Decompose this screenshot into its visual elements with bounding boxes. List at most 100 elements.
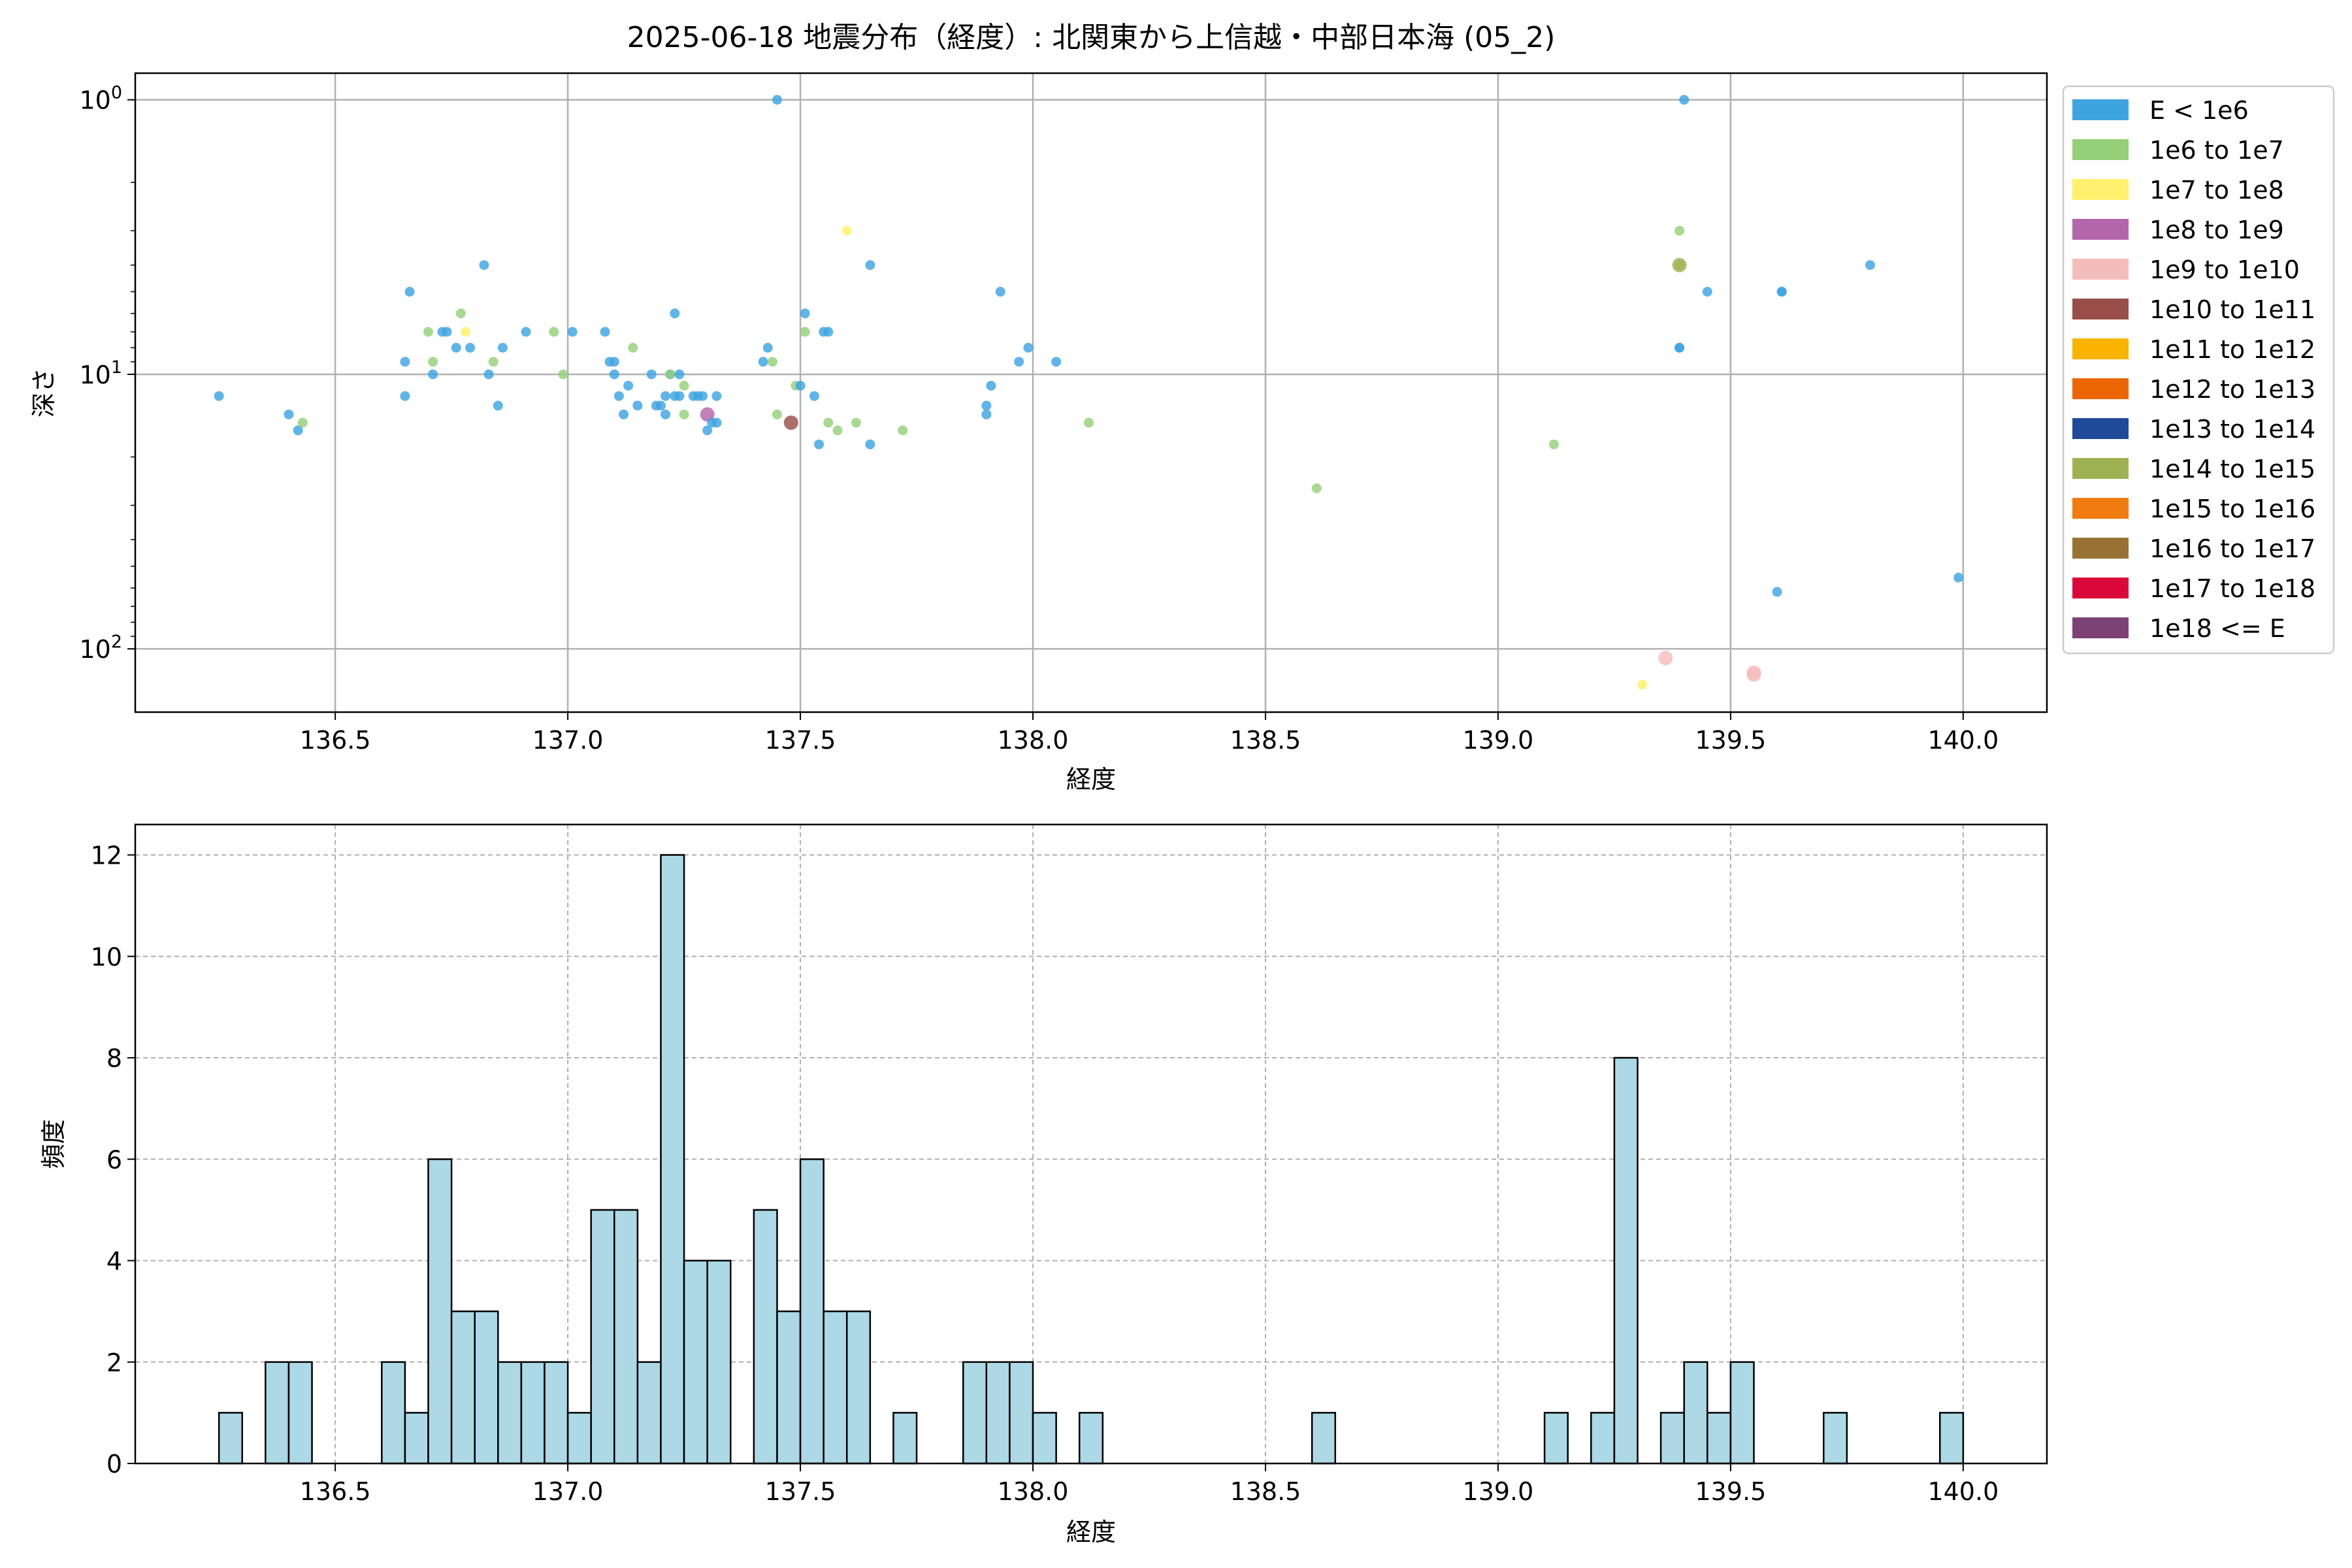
legend-label: 1e8 to 1e9: [2149, 216, 2284, 244]
legend-swatch: [2072, 578, 2129, 598]
scatter-point: [783, 415, 798, 430]
scatter-point: [400, 391, 410, 401]
histogram-bar: [683, 1260, 708, 1465]
legend-swatch: [2072, 378, 2129, 399]
scatter-frame: [134, 72, 2048, 713]
scatter-point: [841, 225, 852, 236]
legend-swatch: [2072, 418, 2129, 439]
scatter-point: [661, 409, 671, 419]
x-tick-label: 139.0: [1463, 1477, 1534, 1506]
histogram-bar: [753, 1209, 778, 1465]
histogram-bar: [427, 1158, 453, 1465]
scatter-point: [1311, 483, 1322, 493]
scatter-point: [670, 308, 680, 319]
scatter-point: [814, 439, 825, 449]
histogram-bar: [1590, 1412, 1616, 1465]
scatter-point: [795, 380, 806, 391]
scatter-point: [832, 425, 843, 436]
scatter-point: [865, 439, 875, 449]
legend-frame: [2062, 85, 2335, 655]
histogram-bar: [845, 1310, 872, 1465]
scatter-plot: 136.5 137.0 137.5 138.0 138.5 139.0 139.5 140.0…: [29, 72, 2048, 794]
x-tick-label: 138.5: [1230, 1477, 1301, 1506]
scatter-point: [558, 369, 568, 380]
legend-label: 1e10 to 1e11: [2149, 295, 2315, 324]
scatter-point: [1679, 95, 1690, 105]
scatter-point: [711, 391, 722, 401]
histogram-bar: [1823, 1412, 1848, 1465]
y-tick-label: 12: [91, 841, 122, 870]
scatter-point: [284, 409, 294, 419]
x-tick-label: 139.0: [1463, 726, 1534, 755]
scatter-point: [809, 391, 819, 401]
histogram-ticks: 136.5 137.0 137.5 138.0 138.5 139.0 139.5 140.0…: [91, 841, 1999, 1506]
scatter-point: [1702, 286, 1712, 297]
histogram-bar: [566, 1412, 592, 1465]
scatter-point: [428, 369, 438, 380]
histogram-bar: [962, 1361, 988, 1465]
y-tick-label: 10: [91, 943, 122, 972]
scatter-point: [455, 308, 466, 319]
histogram-bar: [474, 1310, 499, 1465]
x-tick-label: 138.0: [998, 726, 1069, 755]
x-tick-label: 136.5: [300, 1477, 371, 1506]
scatter-point: [674, 369, 685, 380]
histogram-bar: [892, 1412, 918, 1465]
scatter-point: [767, 357, 777, 367]
scatter-point: [800, 308, 810, 319]
histogram-plot: 136.5 137.0 137.5 138.0 138.5 139.0 139.5 140.0…: [39, 823, 2048, 1546]
scatter-point: [661, 391, 671, 401]
histogram-bar: [1078, 1412, 1104, 1465]
legend-swatch: [2072, 219, 2129, 240]
histogram-y-label: 頻度: [39, 1119, 68, 1169]
scatter-point: [698, 391, 708, 401]
legend-label: 1e15 to 1e16: [2149, 495, 2315, 523]
histogram-bar: [1613, 1056, 1639, 1465]
scatter-point: [1051, 357, 1062, 367]
y-tick-label: 102: [79, 632, 122, 664]
scatter-point: [609, 357, 619, 367]
y-tick-label: 100: [79, 83, 122, 115]
scatter-point: [674, 391, 685, 401]
legend-label: 1e16 to 1e17: [2149, 534, 2315, 563]
scatter-point: [479, 260, 489, 270]
scatter-point: [567, 327, 578, 337]
scatter-point: [995, 286, 1005, 297]
scatter-point: [613, 391, 624, 401]
scatter-point: [400, 357, 410, 367]
histogram-bar: [287, 1361, 313, 1465]
scatter-point: [772, 95, 782, 105]
histogram-frame: [134, 823, 2048, 1465]
chart-title: 2025-06-18 地震分布（経度）: 北関東から上信越・中部日本海 (05_…: [627, 21, 1556, 54]
scatter-point: [800, 327, 810, 337]
histogram-bar: [799, 1158, 825, 1465]
x-tick-label: 137.5: [765, 726, 836, 755]
scatter-point: [679, 380, 689, 391]
scatter-point: [1776, 286, 1787, 297]
y-tick-label: 2: [106, 1348, 122, 1377]
histogram-bar: [660, 854, 685, 1465]
legend-label: 1e14 to 1e15: [2149, 455, 2315, 483]
scatter-point: [823, 327, 834, 337]
legend-label: 1e9 to 1e10: [2149, 255, 2300, 284]
histogram-bar: [1009, 1361, 1034, 1465]
legend-swatch: [2072, 458, 2129, 479]
scatter-point: [1672, 257, 1687, 272]
scatter-point: [549, 327, 559, 337]
scatter-point: [619, 409, 629, 419]
x-tick-label: 137.0: [532, 726, 604, 755]
scatter-grid: [135, 73, 2047, 712]
scatter-point: [1674, 342, 1685, 353]
scatter-point: [214, 391, 224, 401]
scatter-point: [521, 327, 531, 337]
histogram-bar: [1939, 1412, 1965, 1465]
x-tick-label: 140.0: [1927, 1477, 1999, 1506]
legend-swatch: [2072, 139, 2129, 160]
scatter-ticks: 136.5 137.0 137.5 138.0 138.5 139.0 139.5 140.0…: [79, 83, 1999, 755]
x-tick-label: 138.5: [1230, 726, 1301, 755]
histogram-bar: [985, 1361, 1011, 1465]
scatter-point: [297, 417, 308, 428]
scatter-point: [1083, 417, 1094, 428]
scatter-point: [293, 425, 303, 436]
